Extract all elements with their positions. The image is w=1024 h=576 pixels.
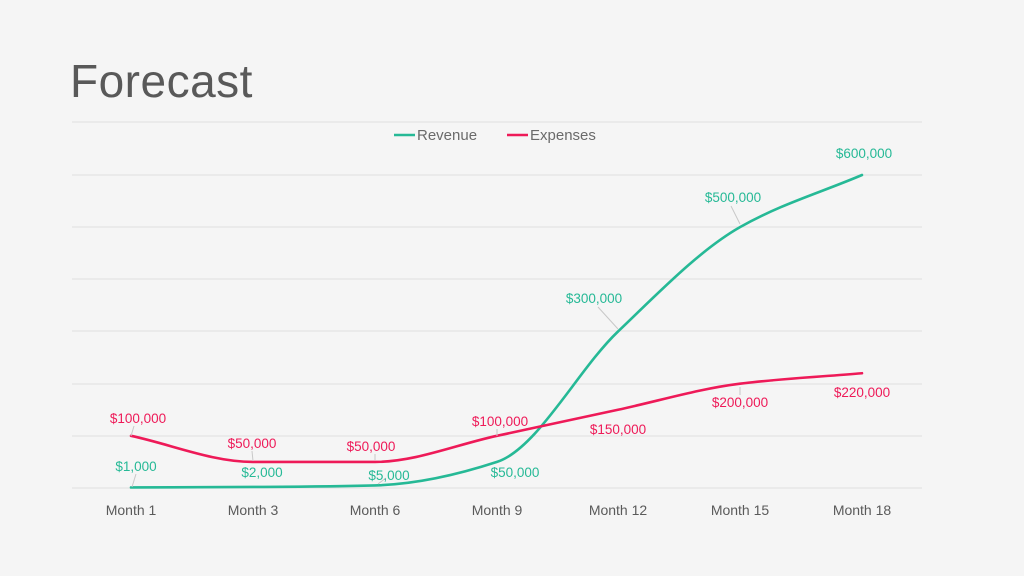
data-label-expenses: $200,000 (712, 395, 768, 410)
legend-label-expenses: Expenses (530, 127, 596, 144)
data-label-revenue: $1,000 (115, 459, 156, 474)
x-tick-label: Month 18 (833, 502, 892, 518)
data-label-expenses: $50,000 (347, 439, 396, 454)
leader-line (377, 477, 387, 485)
data-label-revenue: $5,000 (368, 468, 409, 483)
leader-line (130, 425, 135, 437)
data-labels: $1,000 $2,000 $5,000 $50,000 $300,000 $500,00… (110, 146, 892, 488)
chart-title: Forecast (70, 55, 253, 107)
leader-line (131, 473, 137, 488)
x-axis-ticks: Month 1 Month 3 Month 6 Month 9 Month 12 Mont… (106, 502, 892, 518)
data-label-revenue: $300,000 (566, 291, 622, 306)
data-label-expenses: $150,000 (590, 422, 646, 437)
data-label-revenue: $600,000 (836, 146, 892, 161)
data-label-expenses: $100,000 (110, 411, 166, 426)
x-tick-label: Month 12 (589, 502, 648, 518)
data-label-expenses: $100,000 (472, 414, 528, 429)
data-label-revenue: $50,000 (491, 465, 540, 480)
leader-line (730, 205, 741, 225)
leader-line (597, 306, 619, 330)
leader-line (251, 450, 254, 462)
x-tick-label: Month 1 (106, 502, 157, 518)
data-label-expenses: $50,000 (228, 436, 277, 451)
data-label-revenue: $2,000 (241, 465, 282, 480)
legend: Revenue Expenses (394, 127, 596, 144)
x-tick-label: Month 9 (472, 502, 523, 518)
series-line-revenue (129, 173, 864, 489)
legend-label-revenue: Revenue (417, 127, 477, 144)
data-label-expenses: $220,000 (834, 385, 890, 400)
x-tick-label: Month 15 (711, 502, 770, 518)
x-tick-label: Month 3 (228, 502, 279, 518)
x-tick-label: Month 6 (350, 502, 401, 518)
data-label-revenue: $500,000 (705, 190, 761, 205)
